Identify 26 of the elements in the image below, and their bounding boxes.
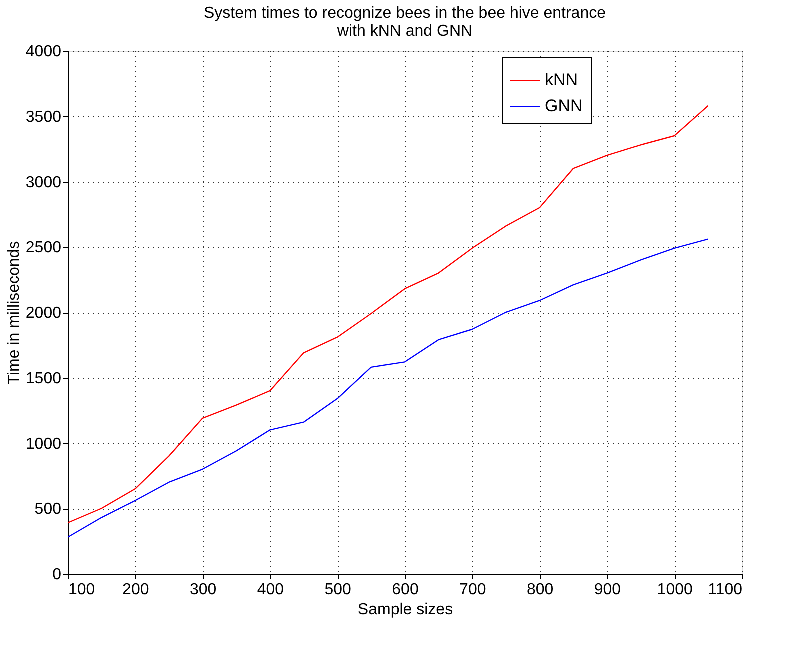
x-tick-label: 1100: [708, 582, 743, 598]
x-tick-label: 1000: [657, 582, 693, 598]
y-tick-label: 2000: [26, 305, 62, 322]
x-tick-label: 600: [392, 582, 419, 598]
y-tick-label: 4000: [26, 44, 62, 60]
legend-label: GNN: [545, 96, 583, 116]
x-tick-label: 300: [190, 582, 217, 598]
x-tick-label: 500: [324, 582, 352, 598]
y-tick-label: 2500: [26, 240, 62, 257]
y-tick-label: 3500: [26, 108, 62, 126]
y-tick-label: 1500: [26, 370, 62, 388]
y-axis-title: Time in milliseconds: [6, 241, 23, 385]
x-tick-label: 400: [257, 582, 284, 598]
x-tick-label: 100: [68, 582, 96, 598]
x-axis-title: Sample sizes: [358, 602, 454, 618]
chart-title: System times to recognize bees in the bee hive entrance with kNN and GNN: [204, 5, 606, 40]
line-series: [68, 238, 709, 538]
y-tick-label: 500: [34, 501, 62, 518]
y-tick-label: 1000: [26, 436, 62, 453]
y-tick-label: 3000: [26, 174, 62, 192]
x-tick-label: 900: [594, 582, 622, 598]
x-tick-label: 800: [526, 582, 554, 598]
y-tick-label: 0: [52, 566, 62, 584]
legend-label: kNN: [545, 70, 578, 90]
x-tick-label: 200: [122, 582, 150, 598]
x-tick-label: 700: [460, 582, 486, 598]
